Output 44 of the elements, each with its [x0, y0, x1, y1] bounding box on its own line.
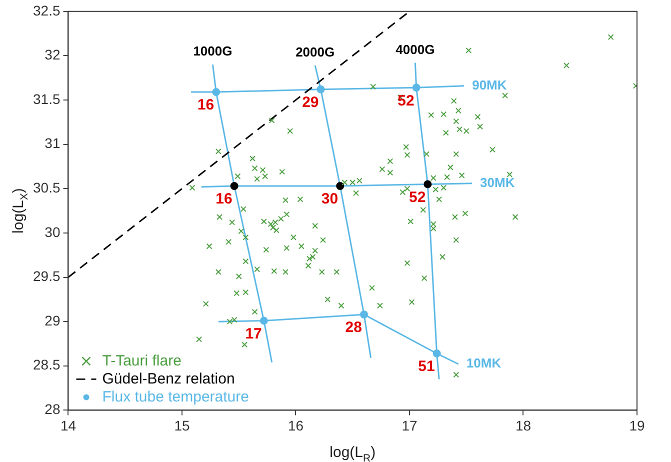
- x-tick-label: 19: [629, 417, 645, 434]
- series-label: 10MK: [466, 356, 502, 371]
- point: [360, 310, 368, 318]
- y-tick-label: 29: [44, 312, 60, 328]
- y-tick-label: 31: [44, 135, 60, 152]
- annotation: 51: [418, 358, 435, 376]
- point: [316, 85, 325, 94]
- point: [230, 182, 238, 190]
- x-tick-label: 17: [402, 417, 418, 434]
- series-label: 2000G: [296, 44, 335, 60]
- annotation: 17: [245, 325, 262, 342]
- x-tick-label: 14: [60, 417, 76, 434]
- point: [336, 182, 344, 190]
- y-tick-label: 28.5: [33, 356, 60, 373]
- annotation: 52: [409, 188, 426, 206]
- x-tick-label: 18: [515, 417, 532, 434]
- y-axis-title: log(LX): [10, 188, 31, 234]
- point: [432, 349, 441, 358]
- x-tick-label: 16: [288, 417, 304, 434]
- annotation: 16: [197, 96, 214, 114]
- y-tick-label: 29.5: [33, 268, 60, 284]
- y-tick-label: 30.5: [33, 180, 60, 196]
- point: [260, 316, 268, 325]
- y-tick-label: 31.5: [33, 90, 60, 107]
- series-label: 1000G: [193, 44, 232, 59]
- y-tick-label: 32: [44, 46, 60, 63]
- series-label: 30MK: [480, 174, 516, 190]
- annotation: 16: [216, 190, 232, 208]
- annotation: 29: [302, 94, 319, 112]
- y-tick-label: 28: [44, 401, 60, 418]
- annotation: 28: [345, 319, 362, 336]
- point: [424, 180, 432, 188]
- y-tick-label: 32.5: [33, 2, 60, 18]
- legend-label: Güdel-Benz relation: [102, 370, 235, 388]
- point: [212, 88, 220, 96]
- annotation: 52: [398, 92, 414, 110]
- annotation: 30: [321, 190, 338, 208]
- point: [412, 84, 420, 92]
- y-tick-label: 30: [44, 224, 60, 240]
- x-tick-label: 15: [174, 417, 190, 434]
- legend-label: Flux tube temperature: [102, 388, 249, 406]
- series-label: 90MK: [472, 77, 508, 92]
- legend-label: T-Tauri flare: [102, 352, 182, 370]
- series-label: 4000G: [396, 42, 435, 57]
